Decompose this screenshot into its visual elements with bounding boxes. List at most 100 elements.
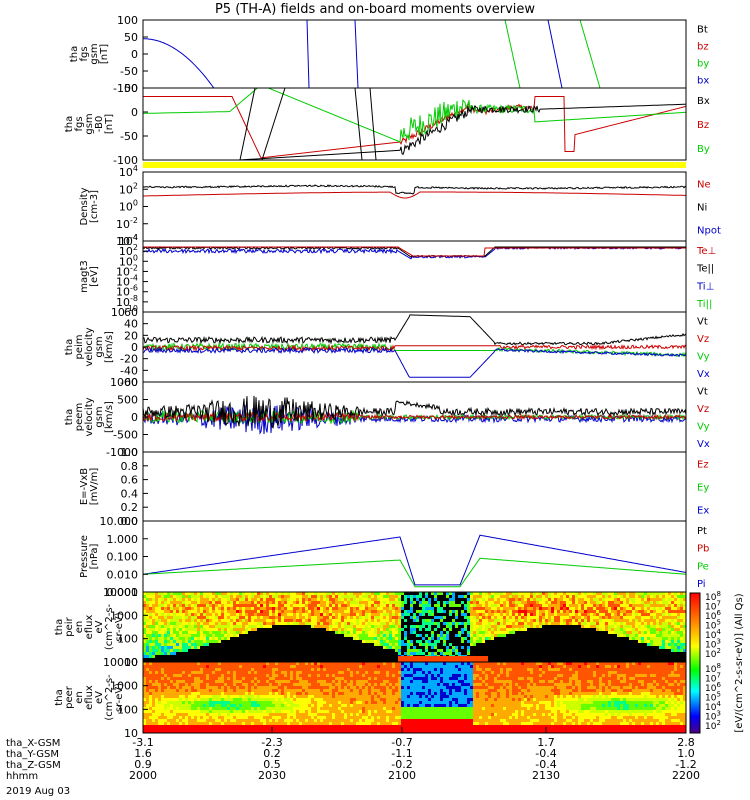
panel-frame <box>142 171 687 242</box>
legend-bx: Bx <box>697 96 710 107</box>
series-vx-line <box>143 346 686 378</box>
y-axis-label: Density [cm-3] <box>79 187 100 225</box>
series-te-perp-line <box>143 246 686 257</box>
y-tick-label: 50 <box>124 82 138 95</box>
x-tick-label: 2030 <box>258 769 286 782</box>
legend-pi: Pi <box>697 579 706 590</box>
status-bar <box>143 162 686 168</box>
legend-ti||: Ti|| <box>696 299 712 310</box>
y-axis-label: tha peim velocity gsm [km/s] <box>64 327 115 366</box>
y-tick-label: 50 <box>124 31 138 44</box>
y-tick-label: 10 <box>124 727 138 740</box>
y-tick-label: 0.4 <box>121 487 139 500</box>
legend-npot: Npot <box>697 226 721 237</box>
colorbar <box>689 592 701 734</box>
series-by-line <box>443 20 686 21</box>
x-tick-label: 2.8 <box>677 736 695 749</box>
legend-by: by <box>697 58 709 69</box>
y-tick-label: -1000 <box>106 446 138 459</box>
legend-bt: Bt <box>697 24 708 35</box>
bx-spike <box>547 19 563 89</box>
bx-spike <box>239 87 256 161</box>
y-tick-label: 102 <box>119 181 138 196</box>
y-tick-label: 104 <box>119 164 138 179</box>
legend-ez: Ez <box>697 460 709 471</box>
series-pe-line <box>143 557 686 588</box>
y-tick-label: 1000 <box>110 609 138 622</box>
y-tick-label: 60 <box>124 306 138 319</box>
x-tick-label: -2.3 <box>261 736 282 749</box>
x-row-label: tha_Y-GSM <box>6 749 59 760</box>
y-axis-label: tha peem velocity gsm [km/s] <box>64 397 115 436</box>
y-tick-label: -50 <box>120 65 138 78</box>
y-tick-label: 0 <box>131 106 138 119</box>
y-tick-label: 0 <box>131 48 138 61</box>
legend-ne: Ne <box>697 180 711 191</box>
y-tick-label: 1.000 <box>107 533 139 546</box>
y-tick-label: -50 <box>120 130 138 143</box>
y-tick-label: -100 <box>113 82 138 95</box>
legend-ex: Ex <box>697 506 709 517</box>
y-tick-label: 0.0 <box>121 515 139 528</box>
bx-spike <box>306 19 310 89</box>
y-tick-label: 10000 <box>103 586 138 599</box>
y-tick-label: 40 <box>124 318 138 331</box>
y-tick-label: 10-2 <box>116 216 138 231</box>
bx-spike <box>354 87 363 161</box>
y-tick-label: 0.010 <box>107 568 139 581</box>
y-tick-label: 10 <box>124 656 138 669</box>
y-tick-label: 10.000 <box>100 515 139 528</box>
legend-ey: Ey <box>697 483 709 494</box>
y-tick-label: 0 <box>131 411 138 424</box>
y-tick-label: 1.0 <box>121 446 139 459</box>
y-tick-label: -500 <box>113 429 138 442</box>
legend-vy: Vy <box>697 422 710 433</box>
x-tick-label: -0.4 <box>535 758 556 771</box>
y-axis-label: E=-VxB [mV/m] <box>79 468 100 506</box>
x-tick-label: 2200 <box>672 769 700 782</box>
bx-spike <box>354 19 359 89</box>
series-bz-line <box>143 96 686 159</box>
x-tick-label: -0.2 <box>391 758 412 771</box>
y-tick-label: -100 <box>113 154 138 167</box>
x-row-label: tha_X-GSM <box>6 738 60 749</box>
x-tick-label: 0.2 <box>263 747 281 760</box>
x-tick-label: 2000 <box>129 769 157 782</box>
y-tick-label: 100 <box>117 703 138 716</box>
series-bx-line <box>143 103 686 160</box>
x-tick-label: 0.9 <box>134 758 152 771</box>
series-ni-line <box>143 184 686 195</box>
ion-spectrogram <box>143 592 686 662</box>
series-vz-line <box>143 343 686 353</box>
panel-frame <box>142 520 687 593</box>
y-tick-label: 1000 <box>110 680 138 693</box>
y-axis-label: tha peer en eflux eV (cm^2-s-sr-eV) <box>54 674 125 721</box>
y-axis-label: tha fgs gsm [nT] <box>69 43 110 64</box>
legend-ni: Ni <box>697 203 707 214</box>
bx-spike <box>369 87 377 161</box>
legend-pb: Pb <box>697 544 709 555</box>
series-bx-line <box>143 38 215 88</box>
date-label: 2019 Aug 03 <box>6 786 70 797</box>
legend-bz: bz <box>697 41 709 52</box>
y-tick-label: -40 <box>120 364 138 377</box>
legend-vt: Vt <box>697 387 708 398</box>
x-tick-label: 1.7 <box>537 736 555 749</box>
x-tick-label: 1.0 <box>677 747 695 760</box>
y-tick-label: 20 <box>124 329 138 342</box>
x-tick-label: -1.2 <box>675 758 696 771</box>
bx-spike <box>261 87 286 161</box>
x-row-label: tha_Z-GSM <box>6 760 61 771</box>
colorbar-label: [eV/(cm^2-s-sr-eV)] (All Qs) <box>734 593 745 732</box>
y-tick-label: 0.100 <box>107 551 139 564</box>
legend-vy: Vy <box>697 352 710 363</box>
series-ne-line <box>143 191 686 199</box>
legend-vx: Vx <box>697 369 710 380</box>
legend-pe: Pe <box>697 561 709 572</box>
y-tick-label: 1000 <box>110 376 138 389</box>
y-tick-label: 500 <box>117 394 138 407</box>
legend-ti⊥: Ti⊥ <box>696 281 714 292</box>
y-tick-label: -20 <box>120 353 138 366</box>
y-tick-label: 100 <box>119 199 138 214</box>
